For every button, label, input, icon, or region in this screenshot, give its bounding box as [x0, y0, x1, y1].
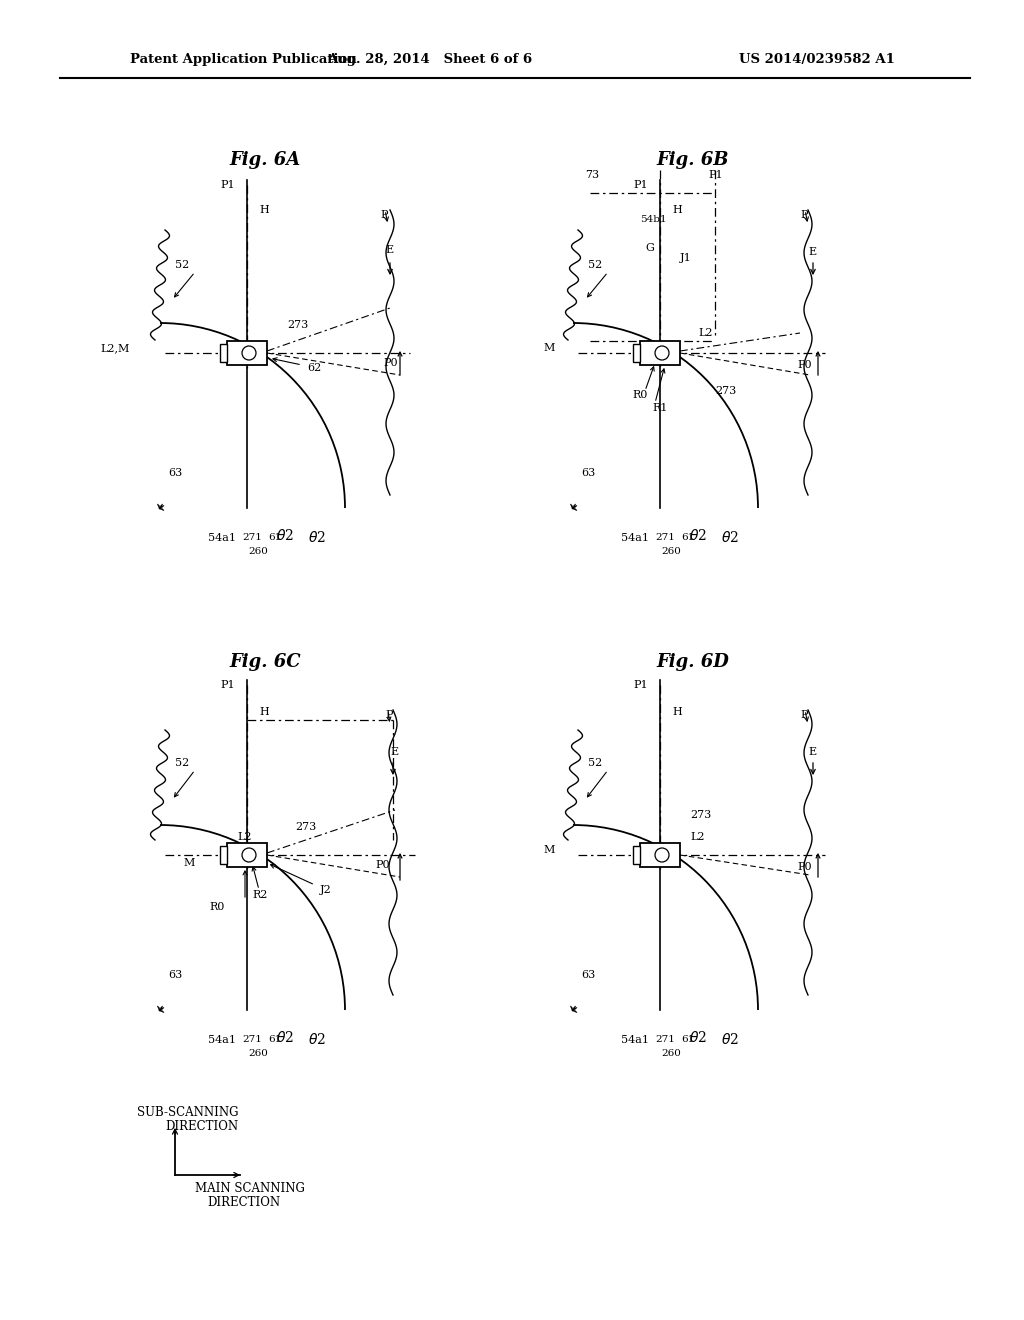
- Text: P1: P1: [634, 180, 648, 190]
- Bar: [633, 846, 640, 865]
- Bar: [227, 843, 267, 867]
- Text: P0: P0: [375, 861, 389, 870]
- Text: P0: P0: [797, 360, 812, 370]
- Text: P: P: [800, 210, 808, 220]
- Bar: [640, 341, 680, 366]
- Text: 260: 260: [662, 548, 681, 557]
- Text: H: H: [672, 708, 682, 717]
- Text: $\theta$2: $\theta$2: [308, 531, 326, 545]
- Text: G: G: [645, 243, 654, 253]
- Text: Fig. 6C: Fig. 6C: [229, 653, 301, 671]
- Text: E: E: [385, 246, 393, 255]
- Text: 271: 271: [655, 1035, 675, 1044]
- Text: M: M: [544, 845, 555, 855]
- Text: $\theta$2: $\theta$2: [689, 528, 707, 544]
- Text: DIRECTION: DIRECTION: [207, 1196, 281, 1209]
- Circle shape: [242, 847, 256, 862]
- Text: R2: R2: [252, 890, 267, 900]
- Bar: [220, 345, 227, 362]
- Text: $\theta$2: $\theta$2: [308, 1032, 326, 1048]
- Text: 63: 63: [168, 970, 182, 979]
- Text: $\theta$2: $\theta$2: [689, 1031, 707, 1045]
- Text: L2: L2: [237, 832, 252, 842]
- Circle shape: [655, 847, 669, 862]
- Text: P0: P0: [383, 358, 397, 368]
- Text: 54a1: 54a1: [621, 533, 649, 543]
- Text: 73: 73: [585, 170, 599, 180]
- Text: 271: 271: [242, 1035, 262, 1044]
- Text: P1: P1: [634, 680, 648, 690]
- Text: US 2014/0239582 A1: US 2014/0239582 A1: [739, 54, 895, 66]
- Text: L2: L2: [698, 327, 713, 338]
- Text: L2: L2: [690, 832, 705, 842]
- Text: 62: 62: [307, 363, 322, 374]
- Text: 273: 273: [715, 385, 736, 396]
- Text: $\theta$2: $\theta$2: [721, 1032, 739, 1048]
- Text: H: H: [259, 205, 268, 215]
- Text: $\theta$2: $\theta$2: [276, 1031, 294, 1045]
- Text: Patent Application Publication: Patent Application Publication: [130, 54, 356, 66]
- Text: H: H: [259, 708, 268, 717]
- Text: P: P: [800, 710, 808, 719]
- Bar: [640, 843, 680, 867]
- Text: E: E: [808, 247, 816, 257]
- Text: P: P: [380, 210, 387, 220]
- Text: 61: 61: [268, 533, 282, 543]
- Text: H: H: [672, 205, 682, 215]
- Text: 52: 52: [588, 260, 602, 271]
- Text: Fig. 6A: Fig. 6A: [229, 150, 301, 169]
- Bar: [220, 846, 227, 865]
- Text: M: M: [544, 343, 555, 352]
- Text: R0: R0: [209, 902, 224, 912]
- Text: 271: 271: [242, 533, 262, 543]
- Text: 54a1: 54a1: [208, 1035, 236, 1045]
- Text: SUB-SCANNING: SUB-SCANNING: [137, 1106, 239, 1119]
- Text: $\theta$2: $\theta$2: [276, 528, 294, 544]
- Circle shape: [655, 346, 669, 360]
- Text: 54a1: 54a1: [208, 533, 236, 543]
- Text: 273: 273: [287, 319, 308, 330]
- Bar: [633, 345, 640, 362]
- Text: 52: 52: [175, 758, 189, 768]
- Text: E: E: [390, 747, 398, 756]
- Text: P1: P1: [220, 680, 234, 690]
- Text: 61: 61: [681, 1035, 694, 1044]
- Text: Aug. 28, 2014   Sheet 6 of 6: Aug. 28, 2014 Sheet 6 of 6: [328, 54, 532, 66]
- Bar: [227, 341, 267, 366]
- Text: 52: 52: [588, 758, 602, 768]
- Text: 54b1: 54b1: [640, 215, 667, 224]
- Text: 54a1: 54a1: [621, 1035, 649, 1045]
- Text: 63: 63: [581, 970, 595, 979]
- Text: 273: 273: [295, 822, 316, 832]
- Text: $\theta$2: $\theta$2: [721, 531, 739, 545]
- Text: 260: 260: [662, 1049, 681, 1059]
- Text: M: M: [183, 858, 195, 869]
- Text: 61: 61: [681, 533, 694, 543]
- Text: 52: 52: [175, 260, 189, 271]
- Text: Fig. 6D: Fig. 6D: [656, 653, 729, 671]
- Text: J1: J1: [680, 253, 692, 263]
- Text: 63: 63: [168, 469, 182, 478]
- Text: E: E: [808, 747, 816, 756]
- Text: 271: 271: [655, 533, 675, 543]
- Text: MAIN SCANNING: MAIN SCANNING: [195, 1183, 305, 1196]
- Text: 260: 260: [248, 548, 268, 557]
- Text: P1: P1: [708, 170, 723, 180]
- Text: 63: 63: [581, 469, 595, 478]
- Text: P0: P0: [797, 862, 812, 873]
- Text: R0: R0: [632, 389, 647, 400]
- Text: L2,M: L2,M: [100, 343, 130, 352]
- Text: DIRECTION: DIRECTION: [165, 1121, 239, 1134]
- Text: 61: 61: [268, 1035, 282, 1044]
- Text: R1: R1: [652, 403, 668, 413]
- Text: P1: P1: [220, 180, 234, 190]
- Text: Fig. 6B: Fig. 6B: [656, 150, 729, 169]
- Text: P: P: [385, 710, 392, 719]
- Text: J2: J2: [319, 884, 332, 895]
- Text: 260: 260: [248, 1049, 268, 1059]
- Circle shape: [242, 346, 256, 360]
- Text: 273: 273: [690, 810, 712, 820]
